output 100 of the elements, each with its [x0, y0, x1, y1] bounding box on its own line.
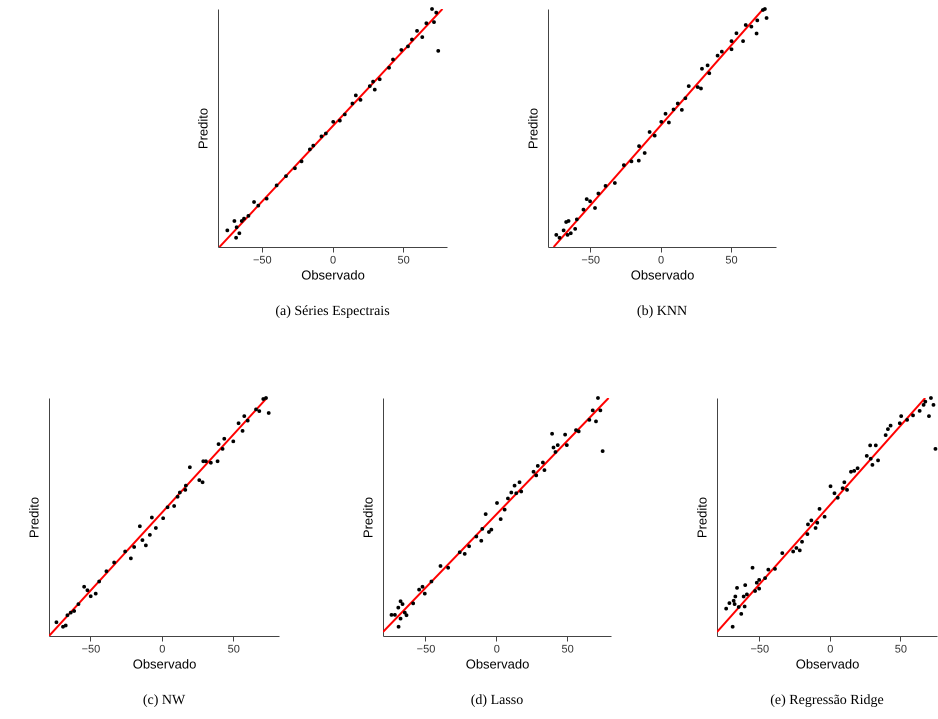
- x-tick-label: 50: [725, 254, 738, 266]
- point: [422, 592, 427, 596]
- point: [311, 144, 316, 148]
- point: [720, 50, 724, 54]
- point: [636, 158, 641, 162]
- x-axis-title: Observado: [466, 656, 530, 672]
- point: [630, 159, 634, 164]
- point: [266, 411, 271, 415]
- point: [68, 610, 73, 615]
- point: [659, 120, 664, 124]
- point: [550, 432, 554, 436]
- point: [699, 86, 703, 90]
- point: [172, 504, 176, 508]
- point: [462, 552, 467, 556]
- point: [76, 602, 80, 606]
- point: [541, 460, 545, 464]
- x-tick-label: 50: [398, 254, 410, 266]
- point: [97, 580, 102, 584]
- point: [590, 408, 595, 412]
- point: [502, 508, 507, 512]
- point: [554, 450, 558, 454]
- point: [387, 66, 391, 70]
- y-axis-title: Predito: [196, 108, 210, 150]
- point: [430, 580, 434, 584]
- point: [252, 200, 256, 204]
- point: [264, 396, 268, 400]
- point: [411, 602, 416, 606]
- point: [734, 31, 738, 36]
- point: [484, 512, 488, 516]
- point: [415, 29, 419, 33]
- text: (c) NW: [142, 693, 186, 708]
- point: [112, 560, 116, 564]
- point: [72, 609, 76, 613]
- point: [183, 488, 188, 492]
- point: [514, 491, 518, 496]
- point: [588, 199, 592, 204]
- point: [536, 464, 540, 468]
- point: [436, 49, 440, 53]
- point: [600, 449, 605, 453]
- point: [197, 478, 202, 482]
- point: [432, 20, 436, 24]
- point: [479, 538, 484, 543]
- point: [104, 569, 108, 574]
- point: [576, 429, 581, 434]
- x-tick-label: 0: [658, 254, 664, 266]
- y-axis-title: Predito: [26, 496, 42, 538]
- point: [438, 564, 442, 568]
- point: [66, 613, 70, 618]
- point: [552, 446, 556, 450]
- x-tick-label: 50: [228, 644, 240, 656]
- point: [406, 44, 410, 48]
- x-tick-label: 0: [494, 644, 500, 656]
- x-tick-label: 0: [827, 644, 834, 656]
- point: [242, 216, 246, 221]
- point: [246, 418, 250, 422]
- point: [342, 112, 347, 116]
- point: [534, 473, 538, 478]
- x-tick-label: −50: [252, 254, 272, 266]
- point: [402, 610, 407, 615]
- point: [354, 94, 358, 98]
- point: [593, 206, 597, 210]
- point: [755, 18, 760, 22]
- point: [393, 612, 397, 617]
- y-axis-title: Predito: [360, 496, 376, 538]
- x-tick-label: −50: [416, 644, 436, 656]
- point: [596, 192, 600, 196]
- point: [584, 197, 589, 202]
- point: [730, 47, 734, 52]
- point: [54, 620, 58, 624]
- point: [667, 120, 671, 124]
- point: [707, 71, 712, 76]
- point: [563, 432, 567, 437]
- point: [232, 219, 236, 223]
- point: [350, 102, 354, 106]
- point: [648, 130, 652, 134]
- text: (d) Lasso: [470, 693, 524, 708]
- point: [683, 96, 688, 100]
- point: [573, 227, 578, 231]
- point: [474, 534, 478, 538]
- point: [320, 134, 324, 138]
- point: [64, 624, 68, 628]
- x-tick-label: 0: [159, 644, 166, 656]
- point: [132, 545, 136, 549]
- point: [519, 490, 524, 494]
- point: [293, 166, 297, 170]
- point: [184, 484, 188, 488]
- point: [338, 118, 342, 122]
- point: [430, 7, 434, 11]
- point: [487, 530, 491, 534]
- point: [564, 443, 569, 447]
- point: [246, 214, 250, 218]
- point: [458, 550, 462, 554]
- point: [324, 132, 328, 136]
- point: [372, 88, 377, 92]
- point: [234, 225, 239, 230]
- x-axis-title: Observado: [132, 656, 196, 672]
- point: [562, 228, 566, 232]
- x-tick-label: −50: [750, 644, 770, 656]
- point: [396, 624, 400, 629]
- point: [594, 419, 598, 424]
